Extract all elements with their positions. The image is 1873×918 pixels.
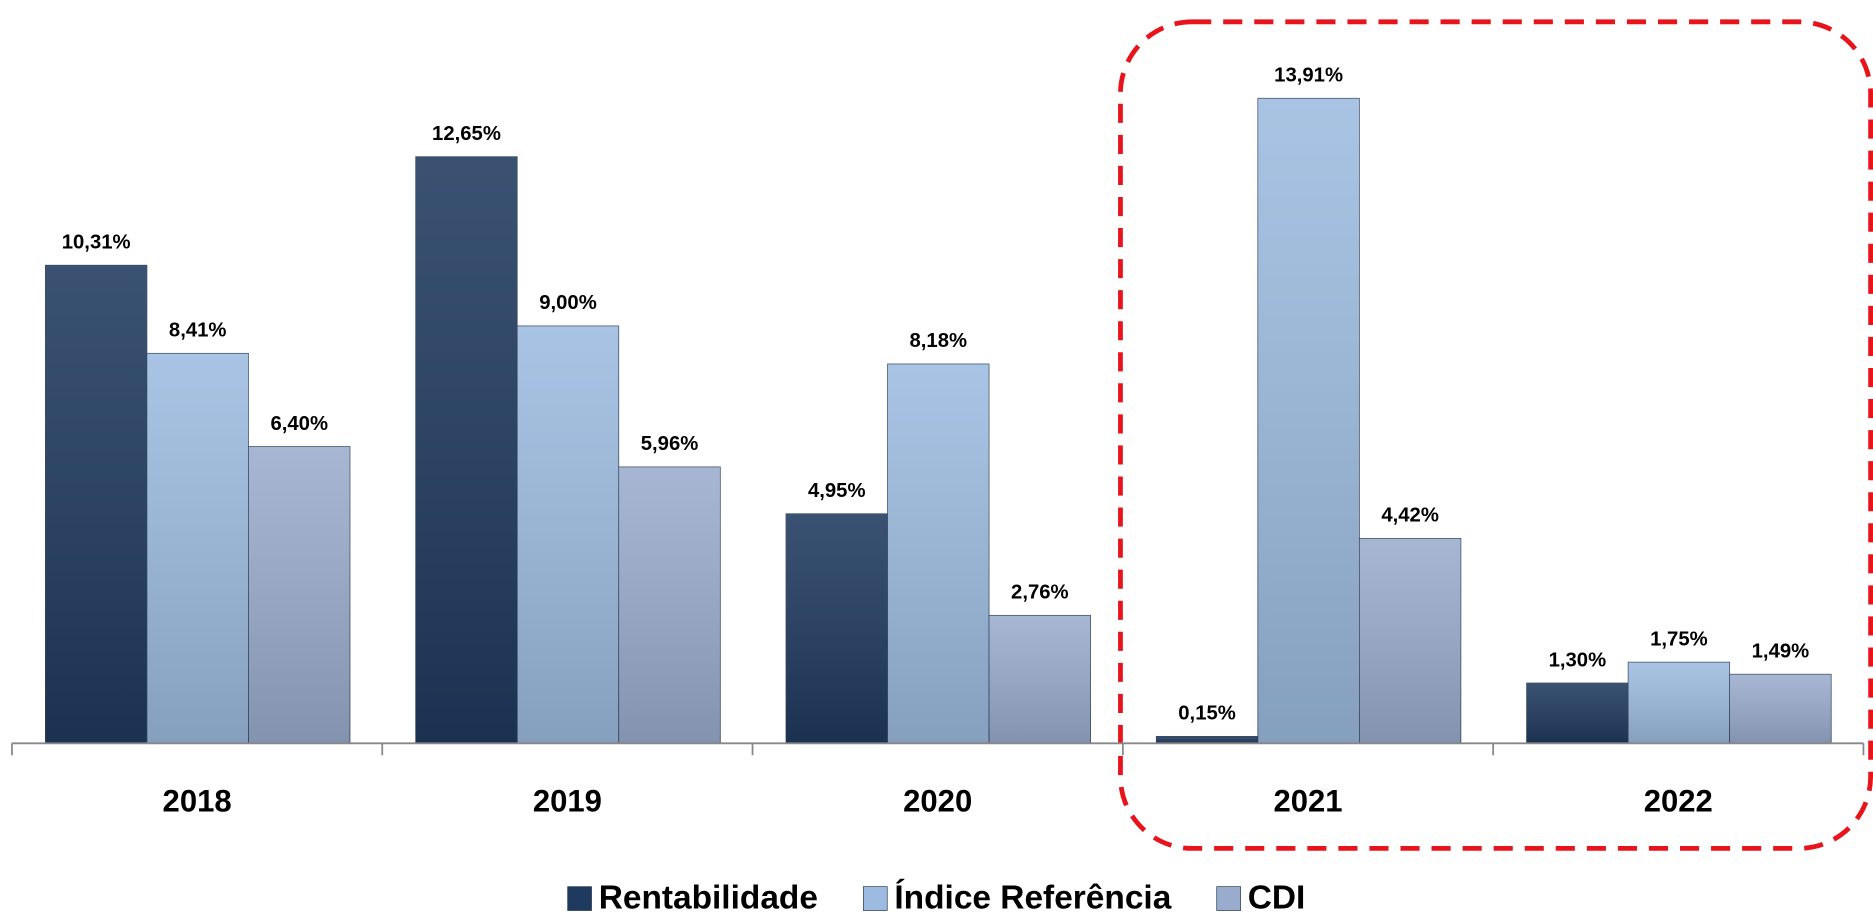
legend: Rentabilidade Índice Referência CDI	[567, 879, 1306, 917]
data-label: 6,40%	[270, 413, 328, 435]
bar-shade	[618, 466, 721, 744]
highlight-box	[1118, 19, 1873, 851]
data-label: 8,41%	[169, 320, 227, 342]
x-tick-label: 2022	[1644, 783, 1713, 818]
bar-shade	[517, 325, 619, 744]
bar-shade	[248, 446, 350, 744]
bar-shade	[415, 156, 518, 744]
bar-shade	[785, 513, 888, 744]
bar-shade	[989, 615, 1091, 744]
legend-swatch	[862, 886, 888, 911]
bar-shade	[1628, 662, 1730, 744]
data-label: 13,91%	[1274, 65, 1343, 87]
data-label: 1,30%	[1549, 649, 1607, 671]
legend-label: Índice Referência	[894, 879, 1171, 917]
data-label: 12,65%	[432, 123, 501, 145]
bar-shade	[1257, 98, 1360, 744]
data-label: 0,15%	[1178, 703, 1236, 725]
legend-label: CDI	[1248, 880, 1306, 917]
data-label: 4,42%	[1381, 505, 1439, 527]
bar-shade	[1729, 674, 1832, 744]
x-tick-label: 2018	[163, 783, 232, 818]
legend-swatch	[1216, 886, 1241, 911]
data-label: 1,75%	[1650, 628, 1708, 650]
data-label: 9,00%	[539, 292, 597, 314]
legend-swatch	[567, 886, 592, 911]
bar-shade	[146, 353, 249, 744]
x-tick-label: 2021	[1273, 783, 1342, 818]
data-label: 4,95%	[808, 480, 866, 502]
bars: 10,31% 8,41% 6,40% 12,65% 9,00% 5,96% 4,95% 8,1…	[45, 65, 1832, 744]
x-tick-label: 2020	[903, 783, 972, 818]
data-label: 1,49%	[1752, 640, 1810, 662]
bar-shade	[887, 363, 990, 744]
data-label: 10,31%	[62, 231, 131, 253]
bar-shade	[45, 265, 147, 744]
data-label: 5,96%	[641, 433, 699, 455]
bar-shade	[1359, 538, 1461, 744]
bar-shade	[1156, 736, 1258, 744]
legend-label: Rentabilidade	[599, 880, 818, 917]
data-label: 8,18%	[910, 330, 968, 352]
bar-shade	[1526, 683, 1629, 744]
data-label: 2,76%	[1011, 582, 1069, 604]
x-tick-label: 2019	[533, 783, 602, 818]
category-axis: 2018 2019 2020 2021 2022	[11, 742, 1865, 818]
